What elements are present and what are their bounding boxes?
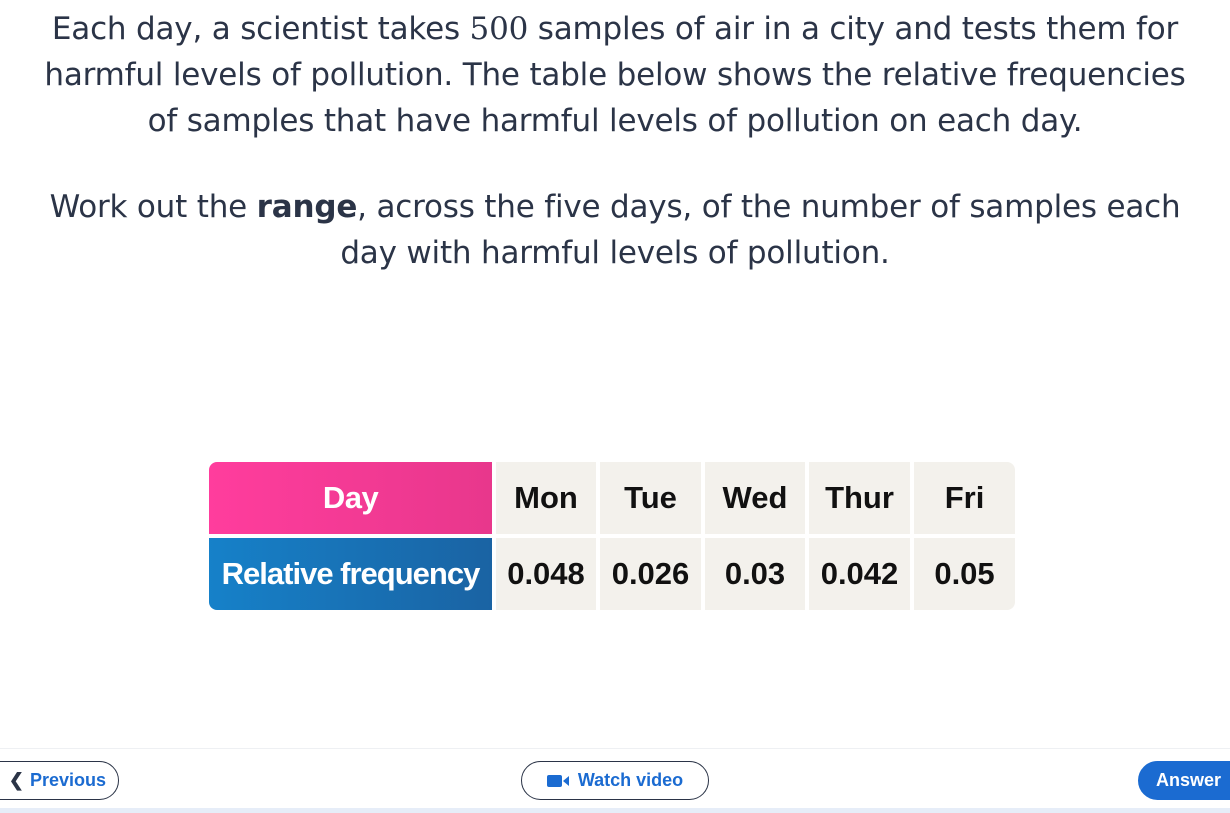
- question-paragraph-1: Each day, a scientist takes 500 samples …: [30, 6, 1200, 144]
- frequency-cell: 0.03: [705, 538, 809, 610]
- day-cell: Fri: [914, 462, 1015, 538]
- table-row-day: Day Mon Tue Wed Thur Fri: [209, 462, 1015, 538]
- row-header-day: Day: [209, 462, 496, 538]
- question-text-part: , across the five days, of the number of…: [340, 189, 1181, 271]
- footer-strip: [0, 808, 1230, 813]
- chevron-left-icon: ❮: [8, 770, 25, 790]
- answer-button[interactable]: Answer: [1138, 761, 1230, 800]
- question-paragraph-2: Work out the range, across the five days…: [30, 184, 1200, 276]
- day-cell: Thur: [809, 462, 914, 538]
- question-text: Each day, a scientist takes 500 samples …: [30, 6, 1200, 276]
- row-header-relative-frequency: Relative frequency: [209, 538, 496, 610]
- table-row-frequency: Relative frequency 0.048 0.026 0.03 0.04…: [209, 538, 1015, 610]
- frequency-cell: 0.048: [496, 538, 600, 610]
- frequency-cell: 0.05: [914, 538, 1015, 610]
- watch-video-label: Watch video: [577, 770, 684, 790]
- previous-button[interactable]: ❮ Previous: [0, 761, 119, 800]
- day-cell: Mon: [496, 462, 600, 538]
- day-cell: Wed: [705, 462, 809, 538]
- day-cell: Tue: [600, 462, 705, 538]
- answer-label: Answer: [1156, 770, 1222, 790]
- sample-count: 500: [469, 11, 529, 47]
- watch-video-button[interactable]: Watch video: [521, 761, 709, 800]
- question-text-part: Each day, a scientist takes: [51, 11, 470, 47]
- relative-frequency-table: Day Mon Tue Wed Thur Fri Relative freque…: [209, 462, 1015, 610]
- frequency-cell: 0.042: [809, 538, 914, 610]
- question-text-part: Work out the: [49, 189, 257, 225]
- question-text-part: samples of air in a city and tests them …: [44, 11, 1186, 139]
- previous-label: Previous: [30, 770, 107, 790]
- frequency-cell: 0.026: [600, 538, 705, 610]
- video-camera-icon: [546, 774, 571, 788]
- keyword-range: range: [256, 189, 358, 225]
- footer-divider: [0, 748, 1230, 749]
